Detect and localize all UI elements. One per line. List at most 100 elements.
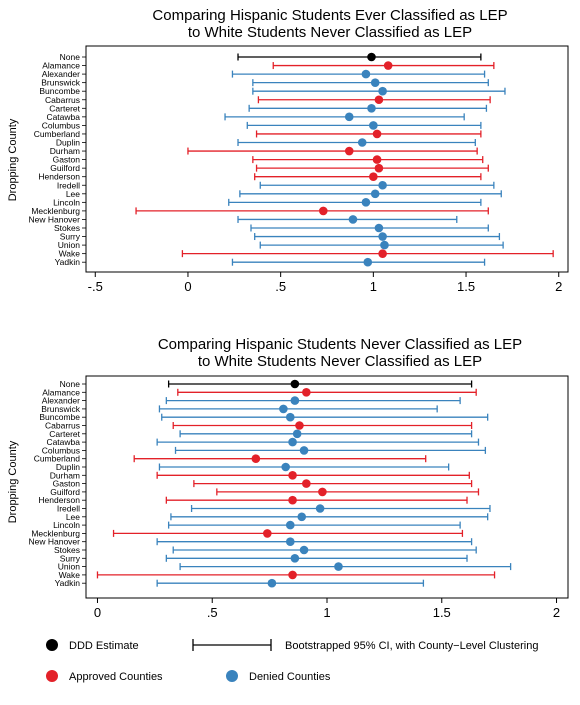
panel-1-title-line-1: Comparing Hispanic Students Ever Classif… <box>152 7 507 24</box>
county-label-durham: Durham <box>50 470 80 480</box>
county-label-new-hanover: New Hanover <box>29 214 81 224</box>
county-label-alexander: Alexander <box>42 396 80 406</box>
county-label-cumberland: Cumberland <box>34 129 81 139</box>
county-label-buncombe: Buncombe <box>39 412 80 422</box>
estimate-dot-union <box>334 562 343 571</box>
estimate-dot-mecklenburg <box>263 529 272 538</box>
estimate-dot-yadkin <box>267 578 277 588</box>
estimate-dot-none <box>367 52 376 62</box>
county-label-yadkin: Yadkin <box>55 578 81 588</box>
county-label-alexander: Alexander <box>42 69 80 79</box>
estimate-dot-guilford <box>318 487 327 497</box>
county-label-union: Union <box>58 240 80 250</box>
county-label-cumberland: Cumberland <box>34 454 81 464</box>
panel-2-x-tick-label: 0 <box>94 605 101 620</box>
estimate-dot-alexander <box>361 69 371 79</box>
estimate-dot-gaston <box>372 155 382 164</box>
panel-2-title-line-1: Comparing Hispanic Students Never Classi… <box>158 336 522 353</box>
county-label-none: None <box>60 379 81 389</box>
legend: DDD Estimate Bootstrapped 95% CI, with C… <box>46 639 538 683</box>
estimate-dot-new-hanover <box>348 215 358 224</box>
estimate-dot-duplin <box>357 138 367 147</box>
panel-1-plot-frame <box>85 45 569 273</box>
panel-2-x-tick-label: .5 <box>207 605 218 620</box>
estimate-dot-yadkin <box>363 257 373 267</box>
estimate-dot-union <box>380 240 389 250</box>
county-label-carteret: Carteret <box>49 429 80 439</box>
estimate-dot-carteret <box>292 429 302 439</box>
county-label-lee: Lee <box>66 189 80 199</box>
county-label-lincoln: Lincoln <box>53 197 80 207</box>
estimate-dot-wake <box>378 249 387 258</box>
estimate-dot-stokes <box>374 223 384 233</box>
county-label-catawba: Catawba <box>46 112 80 122</box>
estimate-dot-durham <box>344 146 354 156</box>
estimate-dot-columbus <box>369 121 378 130</box>
county-label-durham: Durham <box>50 146 80 156</box>
county-label-cabarrus: Cabarrus <box>45 421 80 431</box>
estimate-dot-guilford <box>374 163 384 173</box>
county-label-iredell: Iredell <box>57 180 80 190</box>
county-label-stokes: Stokes <box>54 545 80 555</box>
legend-approved-label: Approved Counties <box>69 671 163 683</box>
estimate-dot-lee <box>297 512 307 522</box>
estimate-dot-henderson <box>369 172 378 181</box>
county-label-henderson: Henderson <box>38 172 80 182</box>
estimate-dot-catawba <box>288 437 297 447</box>
county-label-lee: Lee <box>66 512 80 522</box>
county-label-mecklenburg: Mecklenburg <box>31 206 80 216</box>
county-label-alamance: Alamance <box>42 61 80 71</box>
county-label-columbus: Columbus <box>42 445 80 455</box>
estimate-dot-none <box>290 379 300 389</box>
county-label-surry: Surry <box>60 232 81 242</box>
county-label-carteret: Carteret <box>49 103 80 113</box>
estimate-dot-lincoln <box>285 520 295 530</box>
legend-approved-marker <box>46 670 58 682</box>
estimate-dot-stokes <box>299 545 309 555</box>
estimate-dot-iredell <box>315 504 325 513</box>
estimate-dot-surry <box>378 232 387 241</box>
estimate-dot-buncombe <box>285 412 295 422</box>
county-label-lincoln: Lincoln <box>53 520 80 530</box>
panel-1-title-line-2: to White Students Never Classified as LE… <box>188 24 472 41</box>
county-label-gaston: Gaston <box>53 155 81 165</box>
estimate-dot-surry <box>290 554 300 563</box>
estimate-dot-lincoln <box>361 198 371 207</box>
panel-ever-lep: Comparing Hispanic Students Ever Classif… <box>7 7 569 294</box>
panel-2-x-tick-label: 2 <box>553 605 560 620</box>
estimate-dot-gaston <box>302 479 311 488</box>
county-label-brunswick: Brunswick <box>41 78 80 88</box>
estimate-dot-alamance <box>383 61 393 70</box>
panel-2-x-tick-label: 1.5 <box>433 605 451 620</box>
estimate-dot-carteret <box>367 104 376 113</box>
county-label-duplin: Duplin <box>56 138 80 148</box>
panel-2-title-line-2: to White Students Never Classified as LE… <box>198 353 482 370</box>
county-label-new-hanover: New Hanover <box>29 537 81 547</box>
legend-ci-label: Bootstrapped 95% CI, with County−Level C… <box>285 640 538 652</box>
county-label-duplin: Duplin <box>56 462 80 472</box>
panel-1-x-tick-label: 0 <box>184 279 191 294</box>
panel-2-x-tick-label: 1 <box>323 605 330 620</box>
county-label-cabarrus: Cabarrus <box>45 95 80 105</box>
estimate-dot-brunswick <box>370 78 380 87</box>
panel-never-lep: Comparing Hispanic Students Never Classi… <box>7 336 569 620</box>
panel-1-x-tick-label: 1.5 <box>457 279 475 294</box>
estimate-dot-cumberland <box>372 129 382 139</box>
county-label-wake: Wake <box>59 570 81 580</box>
estimate-dot-alexander <box>290 396 300 405</box>
panel-2-marks: 0 .5 1 1.5 2 NoneAlamanceAlexanderBrunswickBu… <box>29 379 561 620</box>
legend-denied-marker <box>226 670 238 682</box>
estimate-dot-cumberland <box>251 454 261 464</box>
estimate-dot-henderson <box>288 495 297 505</box>
estimate-dot-durham <box>288 471 297 480</box>
estimate-dot-catawba <box>344 112 354 122</box>
county-label-brunswick: Brunswick <box>41 404 80 414</box>
estimate-dot-alamance <box>302 388 311 397</box>
estimate-dot-cabarrus <box>295 421 304 430</box>
county-label-guilford: Guilford <box>50 163 80 173</box>
legend-estimate-marker <box>46 639 58 651</box>
county-label-yadkin: Yadkin <box>55 257 81 267</box>
legend-denied-label: Denied Counties <box>249 671 331 683</box>
legend-estimate-label: DDD Estimate <box>69 640 139 652</box>
